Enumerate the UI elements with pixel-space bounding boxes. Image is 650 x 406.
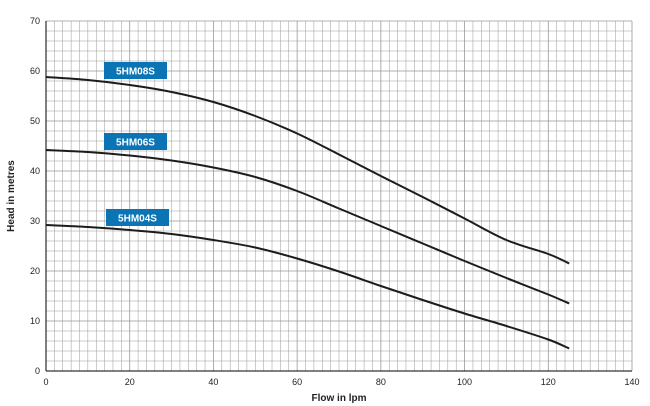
x-tick-label: 40: [208, 377, 218, 387]
series-label-box: [104, 62, 167, 79]
y-tick-label: 50: [30, 116, 40, 126]
series-labels: 5HM08S 5HM06S 5HM04S: [104, 62, 169, 226]
y-tick-label: 10: [30, 316, 40, 326]
x-tick-labels: 0 20 40 60 80 100 120 140: [43, 377, 639, 387]
series-curve-5hm08s: [45, 76, 570, 265]
axes: [45, 21, 632, 372]
y-tick-label: 60: [30, 66, 40, 76]
x-tick-label: 100: [457, 377, 472, 387]
series-label-5hm06s: 5HM06S: [116, 138, 155, 149]
y-axis-title: Head in metres: [6, 160, 17, 232]
x-tick-label: 60: [292, 377, 302, 387]
y-tick-label: 70: [30, 16, 40, 26]
x-axis-title: Flow in lpm: [312, 393, 367, 404]
x-tick-label: 140: [624, 377, 639, 387]
y-tick-label: 0: [35, 366, 40, 376]
y-tick-labels: 0 10 20 30 40 50 60 70: [30, 16, 40, 376]
series-label-box: [104, 133, 167, 150]
y-tick-label: 30: [30, 216, 40, 226]
y-tick-label: 40: [30, 166, 40, 176]
series-curve-5hm04s: [45, 224, 570, 350]
x-tick-label: 80: [376, 377, 386, 387]
y-tick-label: 20: [30, 266, 40, 276]
x-tick-label: 0: [43, 377, 48, 387]
series-label-box: [106, 209, 169, 226]
minor-gridlines: [46, 21, 632, 371]
x-tick-label: 20: [125, 377, 135, 387]
series-curve-5hm06s: [45, 149, 570, 305]
series-label-5hm04s: 5HM04S: [118, 214, 157, 225]
series-label-5hm08s: 5HM08S: [116, 67, 155, 78]
series-curves: [45, 76, 570, 350]
x-tick-label: 120: [541, 377, 556, 387]
